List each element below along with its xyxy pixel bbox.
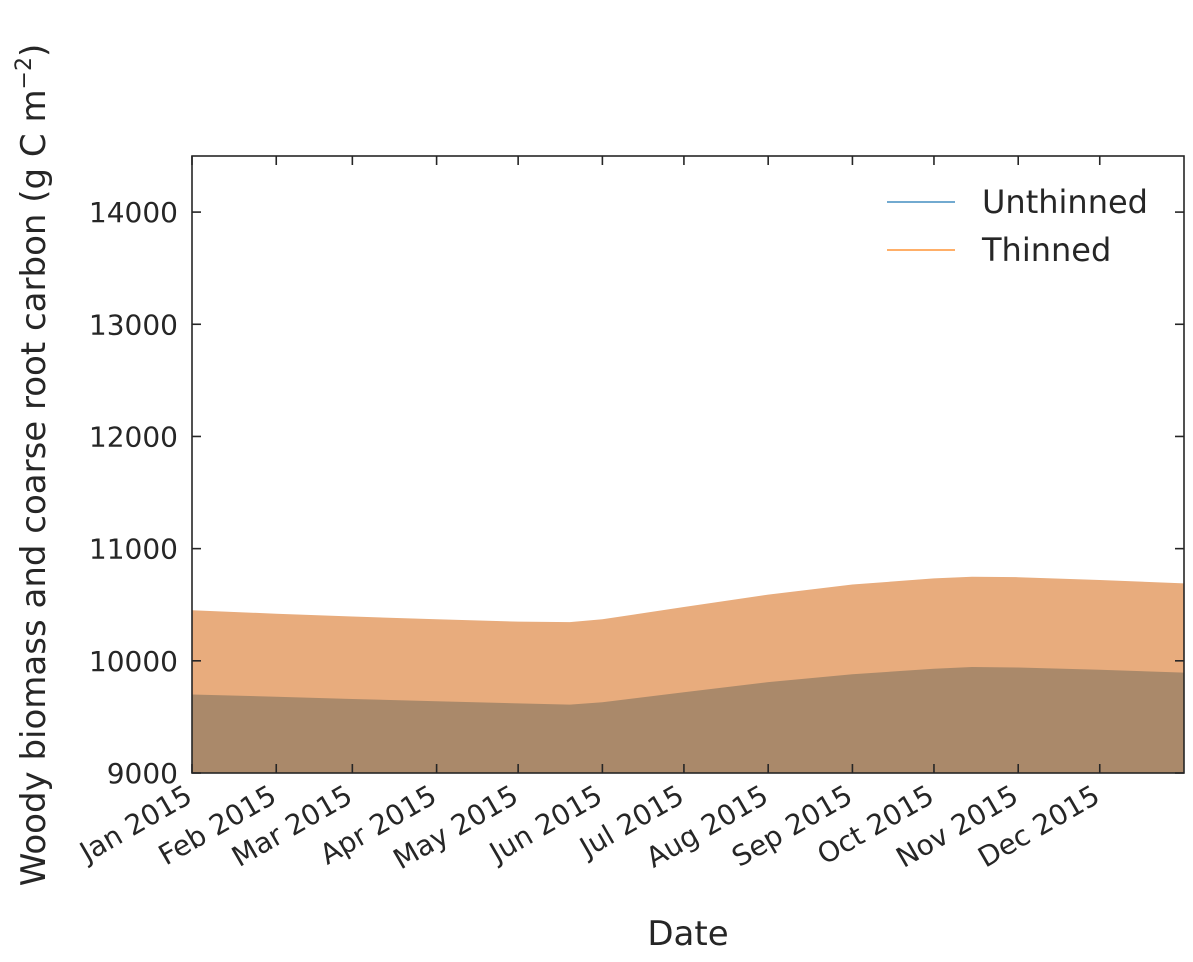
legend-label-unthinned: Unthinned [982, 183, 1148, 221]
area-layer [192, 576, 1184, 773]
y-axis-label: Woody biomass and coarse root carbon (g … [12, 44, 54, 887]
y-axis-label-superscript: −2 [12, 57, 37, 89]
y-tick-label: 14000 [89, 196, 178, 229]
y-tick-label: 9000 [107, 757, 178, 790]
y-tick-label: 11000 [89, 533, 178, 566]
y-tick-label: 12000 [89, 420, 178, 453]
plot-frame [191, 155, 1185, 774]
legend-label-thinned: Thinned [981, 231, 1111, 269]
y-tick-label: 10000 [89, 645, 178, 678]
area-unthinned [192, 667, 1184, 773]
legend: Unthinned Thinned [887, 183, 1148, 269]
y-tick-label: 13000 [89, 308, 178, 341]
x-axis-label: Date [647, 914, 728, 954]
